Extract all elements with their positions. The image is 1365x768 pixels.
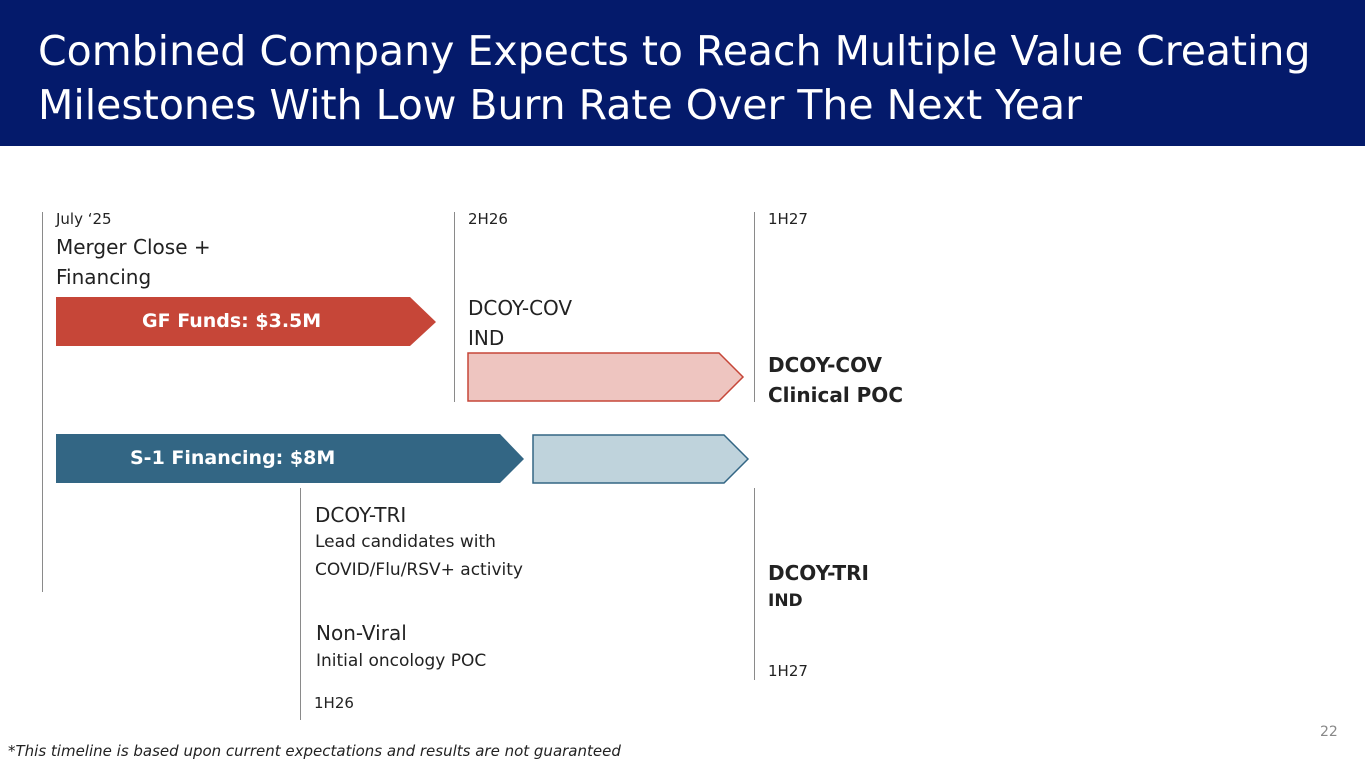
s1-extension-arrow (532, 434, 750, 484)
gf-funds-arrow (56, 297, 436, 346)
page-title: Combined Company Expects to Reach Multip… (38, 27, 1311, 129)
milestone-date-july25: July ‘25 (56, 210, 112, 228)
milestone-cov-ind-line2: IND (468, 326, 505, 350)
disclaimer-footnote: *This timeline is based upon current exp… (8, 742, 621, 760)
page-number: 22 (1320, 724, 1338, 740)
gf-funds-label: GF Funds: $3.5M (142, 310, 322, 332)
milestone-cov-poc-line1: DCOY-COV (768, 353, 883, 377)
timeline-marker-1h27-bottom (754, 488, 755, 680)
milestone-tri-ind-line2: IND (768, 591, 803, 611)
milestone-cov-ind-line1: DCOY-COV (468, 296, 573, 320)
s1-financing-label: S-1 Financing: $8M (130, 447, 336, 469)
timeline-marker-1h27-top (754, 212, 755, 402)
milestone-cov-poc-line2: Clinical POC (768, 383, 903, 407)
milestone-date-2h26: 2H26 (468, 210, 508, 228)
milestone-nonviral-title: Non-Viral (316, 621, 407, 645)
milestone-nonviral-line: Initial oncology POC (316, 651, 487, 671)
milestone-merger-line1: Merger Close + (56, 235, 211, 259)
timeline-marker-1h26 (300, 488, 301, 720)
milestone-tri-line2: COVID/Flu/RSV+ activity (315, 560, 523, 580)
milestone-tri-line1: Lead candidates with (315, 532, 496, 552)
s1-financing-arrow (56, 434, 524, 483)
milestone-merger-line2: Financing (56, 265, 152, 289)
timeline-marker-2h26 (454, 212, 455, 402)
timeline-marker-july25 (42, 212, 43, 592)
title-banner: Combined Company Expects to Reach Multip… (0, 0, 1365, 146)
milestone-tri-ind-line1: DCOY-TRI (768, 561, 869, 585)
milestone-date-1h27-top: 1H27 (768, 210, 808, 228)
cov-extension-arrow (467, 352, 745, 402)
milestone-date-1h26: 1H26 (314, 694, 354, 712)
milestone-tri-title: DCOY-TRI (315, 503, 407, 527)
milestone-date-1h27-bottom: 1H27 (768, 662, 808, 680)
